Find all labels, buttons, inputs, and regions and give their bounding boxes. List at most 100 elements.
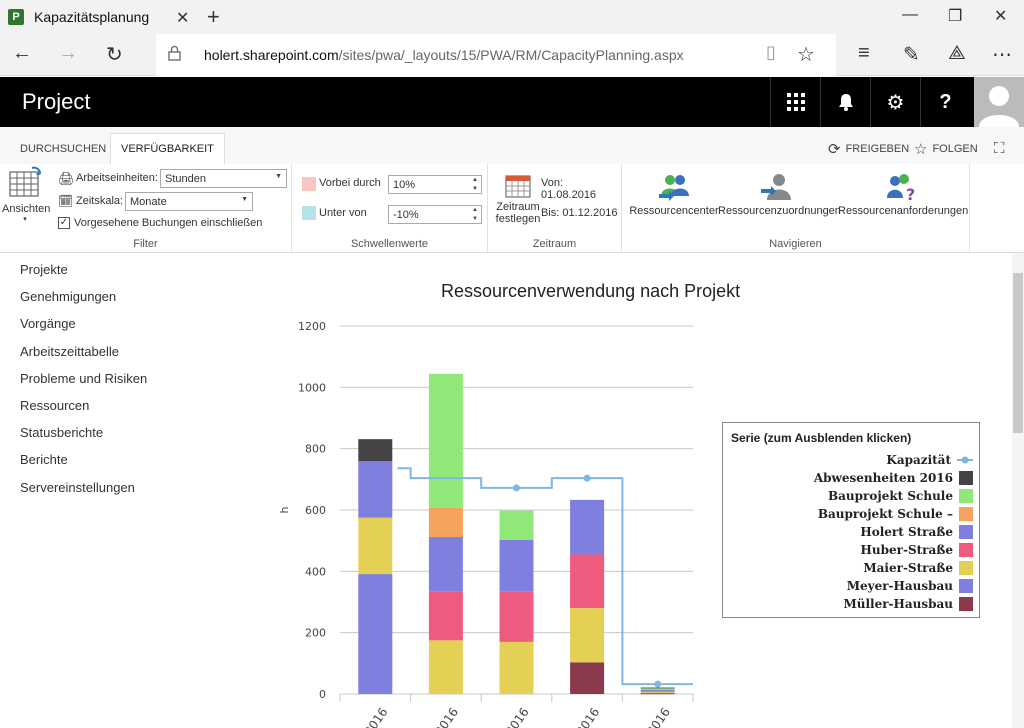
restore-icon[interactable]: ❐ — [948, 8, 963, 25]
bar-segment — [640, 687, 675, 689]
bar-segment — [499, 591, 534, 642]
close-tab-icon[interactable]: ✕ — [176, 10, 190, 27]
set-period-button[interactable]: Zeitraum festlegen — [492, 174, 544, 225]
settings-gear-icon[interactable]: ⚙ — [870, 77, 920, 127]
work-units-value: Stunden — [165, 172, 206, 185]
legend-item-label: Abwesenheiten 2016 — [813, 471, 953, 485]
share-icon[interactable]: ⟁ — [948, 42, 966, 64]
views-button[interactable]: Ansichten ▾ — [2, 166, 51, 230]
views-label: Ansichten — [2, 203, 51, 215]
work-units-select[interactable]: Stunden ▼ — [160, 169, 287, 188]
forward-icon[interactable]: → — [58, 42, 78, 64]
legend-item-label: Kapazität — [886, 453, 951, 467]
share-action[interactable]: ⟳ FREIGEBEN — [828, 140, 909, 158]
refresh-icon[interactable]: ↻ — [106, 44, 123, 66]
bar-segment — [640, 692, 675, 694]
resource-assignments-icon — [761, 174, 791, 200]
left-navigation: Projekte Genehmigungen Vorgänge Arbeitsz… — [20, 256, 260, 501]
legend-item[interactable]: Huber-Straße — [861, 541, 973, 559]
legend-item[interactable]: Kapazität — [886, 451, 973, 469]
address-bar[interactable]: holert.sharepoint.com/sites/pwa/_layouts… — [156, 34, 836, 76]
url-path: /sites/pwa/_layouts/15/PWA/RM/CapacityPl… — [338, 47, 684, 63]
thresholds-group: Vorbei durch 10% ▲ ▼ Unter von -10% ▲ ▼ Sc… — [292, 164, 488, 253]
web-note-icon[interactable]: ✎ — [903, 44, 920, 66]
resource-requests-label: Ressourcenanforderungen — [838, 205, 969, 217]
include-bookings-checkbox[interactable]: ✓ — [58, 217, 70, 229]
browser-tab[interactable]: P Kapazitätsplanung ✕ — [0, 0, 200, 34]
chevron-down-icon: ▼ — [275, 173, 282, 180]
filter-group-label: Filter — [133, 238, 158, 250]
legend-item[interactable]: Maier-Straße — [863, 559, 973, 577]
period-group-label: Zeitraum — [532, 238, 577, 250]
help-icon[interactable]: ? — [920, 77, 970, 127]
nav-item-server-settings[interactable]: Servereinstellungen — [20, 479, 135, 495]
new-tab-icon[interactable]: + — [207, 4, 220, 29]
resource-requests-button[interactable]: ? Ressourcenanforderungen — [838, 172, 969, 217]
minimize-icon[interactable]: — — [902, 6, 918, 23]
resource-usage-chart: 0 200 400 600 800 1000 1200 h 2016 2016 2016 2016 20… — [278, 320, 694, 728]
legend-item-label: Maier-Straße — [863, 561, 953, 575]
nav-item-reports[interactable]: Berichte — [20, 452, 68, 468]
legend-swatch — [959, 507, 973, 521]
bar-segment — [499, 641, 534, 694]
nav-item-timesheet[interactable]: Arbeitszeittabelle — [20, 343, 119, 359]
under-threshold-spinner[interactable]: -10% ▲ ▼ — [388, 205, 482, 224]
more-icon[interactable]: ⋯ — [992, 44, 1012, 66]
focus-mode-icon[interactable]: ⛶ — [994, 140, 1005, 157]
legend-swatch — [959, 471, 973, 485]
work-units-icon: 🖨 — [58, 171, 75, 186]
legend-item[interactable]: Müller-Hausbau — [843, 595, 973, 613]
follow-action[interactable]: ☆ FOLGEN — [914, 140, 978, 158]
notification-bell-icon[interactable] — [820, 77, 870, 127]
nav-item-approvals[interactable]: Genehmigungen — [20, 289, 117, 305]
spinner-arrows-icon[interactable]: ▲ ▼ — [472, 207, 478, 222]
resource-assignments-button[interactable]: Ressourcenzuordnungen — [718, 172, 841, 217]
legend-item[interactable]: Holert Straße — [860, 523, 973, 541]
hub-icon[interactable]: ≡ — [858, 42, 870, 64]
back-icon[interactable]: ← — [12, 42, 32, 64]
avatar[interactable] — [974, 77, 1024, 127]
legend-item-label: Bauprojekt Schule – — [817, 507, 953, 521]
x-tick-label: 2016 — [432, 705, 461, 728]
navigate-group: Ressourcencenter Ressourcenzuordnungen ?… — [622, 164, 970, 253]
app-launcher-icon[interactable] — [770, 77, 820, 127]
over-threshold-swatch — [302, 177, 316, 191]
scrollbar-thumb[interactable] — [1013, 273, 1023, 433]
tab-browse[interactable]: DURCHSUCHEN — [20, 142, 107, 155]
y-tick-label: 1000 — [298, 381, 326, 394]
y-axis-label: h — [278, 506, 291, 513]
nav-item-issues-risks[interactable]: Probleme und Risiken — [20, 370, 148, 386]
capacity-point — [583, 474, 591, 482]
x-tick-label: 2016 — [644, 705, 673, 728]
page-scrollbar[interactable] — [1012, 253, 1024, 728]
over-threshold-label: Vorbei durch — [319, 177, 381, 189]
nav-item-projects[interactable]: Projekte — [20, 262, 68, 278]
legend-item[interactable]: Meyer-Hausbau — [847, 577, 973, 595]
over-threshold-spinner[interactable]: 10% ▲ ▼ — [388, 175, 482, 194]
bar-segment — [358, 574, 393, 694]
reading-view-icon[interactable]: ▯ — [766, 42, 776, 62]
favorite-star-icon[interactable]: ☆ — [797, 44, 815, 66]
legend-swatch — [959, 561, 973, 575]
bar-segment — [428, 373, 463, 508]
bar-segment — [640, 691, 675, 693]
bar-segment — [428, 507, 463, 537]
project-app-icon: P — [8, 9, 24, 25]
app-title[interactable]: Project — [22, 89, 91, 114]
spinner-arrows-icon[interactable]: ▲ ▼ — [472, 177, 478, 192]
legend-item[interactable]: Abwesenheiten 2016 — [814, 469, 973, 487]
legend-item[interactable]: Bauprojekt Schule — [828, 487, 973, 505]
window-close-icon[interactable]: ✕ — [994, 8, 1008, 25]
legend-item-label: Holert Straße — [860, 525, 953, 539]
bar-segment — [570, 554, 605, 609]
nav-item-tasks[interactable]: Vorgänge — [20, 316, 76, 332]
views-dropdown-icon: ▾ — [23, 216, 27, 223]
timescale-select[interactable]: Monate ▼ — [125, 192, 253, 211]
tab-availability[interactable]: VERFÜGBARKEIT — [110, 133, 225, 164]
legend-item-label: Meyer-Hausbau — [846, 579, 953, 593]
resource-center-button[interactable]: Ressourcencenter — [628, 172, 720, 217]
chart-legend: Serie (zum Ausblenden klicken) Kapazität… — [722, 422, 980, 618]
nav-item-status-reports[interactable]: Statusberichte — [20, 425, 104, 441]
nav-item-resources[interactable]: Ressourcen — [20, 398, 90, 414]
legend-item[interactable]: Bauprojekt Schule – — [818, 505, 973, 523]
